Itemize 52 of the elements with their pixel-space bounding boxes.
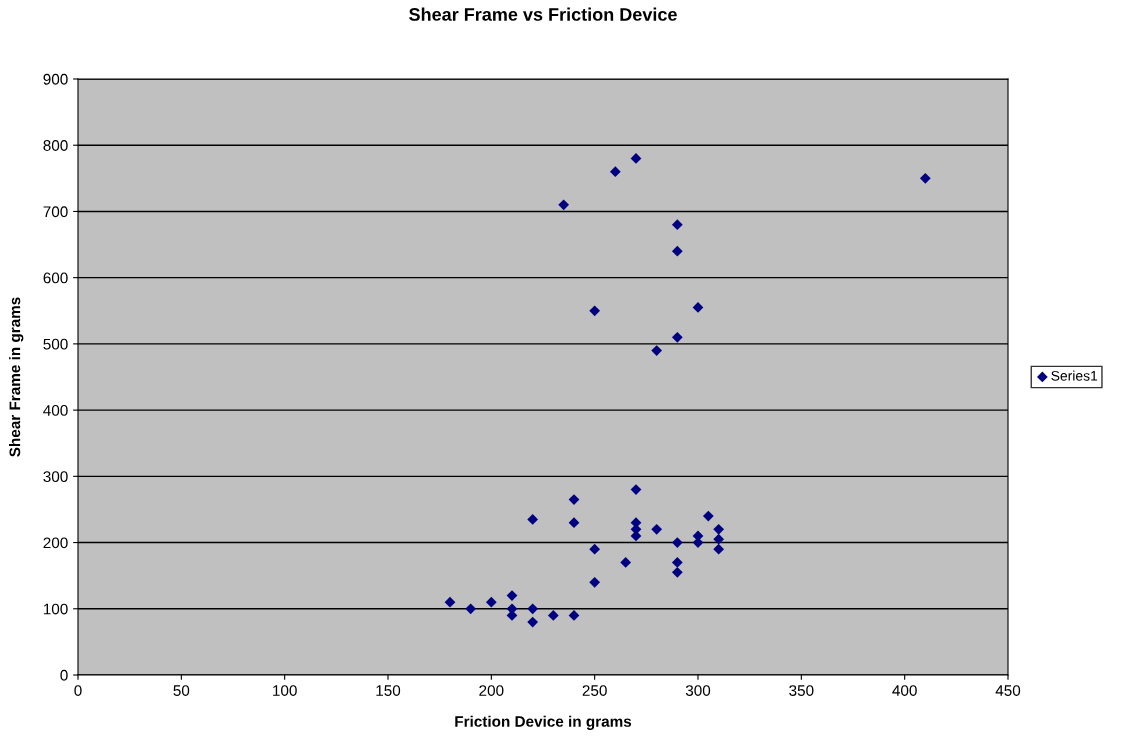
x-tick-label: 200 [479,685,504,696]
point [702,510,714,522]
y-tick-label: 900 [43,73,68,85]
point [465,603,477,615]
point [919,172,931,184]
point [589,305,601,317]
point [527,603,539,615]
point [589,576,601,588]
point [713,543,725,555]
x-axis-title: Friction Device in grams [455,715,632,730]
y-tick-label: 400 [43,404,68,416]
y-tick-label: 600 [43,272,68,284]
y-tick-label: 100 [43,603,68,615]
x-tick-label: 50 [173,685,190,696]
y-tick-label: 700 [43,206,68,218]
point [671,537,683,548]
point [444,596,456,608]
y-tick-label: 0 [60,669,68,681]
y-tick-label: 800 [43,140,68,151]
point [547,610,559,621]
y-tick-label: 500 [43,338,68,350]
legend-label: Series1 [1051,370,1098,381]
point [527,514,539,525]
x-tick-label: 300 [685,685,711,696]
point [527,616,539,628]
y-tick-label: 200 [43,537,68,549]
x-tick-label: 400 [892,685,917,696]
point [671,245,683,257]
point [568,517,580,529]
point [671,331,683,343]
point [568,610,580,621]
point [558,199,570,211]
point [485,596,497,608]
point [651,345,663,356]
point [713,533,725,545]
x-tick-label: 150 [376,685,401,696]
x-tick-label: 450 [995,685,1021,696]
point [713,523,725,535]
x-tick-label: 100 [273,685,297,696]
point [589,543,601,555]
point [651,523,663,535]
x-tick-label: 350 [789,685,814,696]
y-axis-title: Shear Frame in grams [9,297,24,457]
y-tick-label: 300 [43,471,68,483]
chart-title: Shear Frame vs Friction Device [409,7,677,21]
point [671,557,683,568]
x-tick-label: 0 [74,685,82,696]
point [671,219,683,231]
point [671,566,683,578]
point [620,557,632,568]
point [609,166,621,178]
x-tick-label: 250 [582,685,607,696]
